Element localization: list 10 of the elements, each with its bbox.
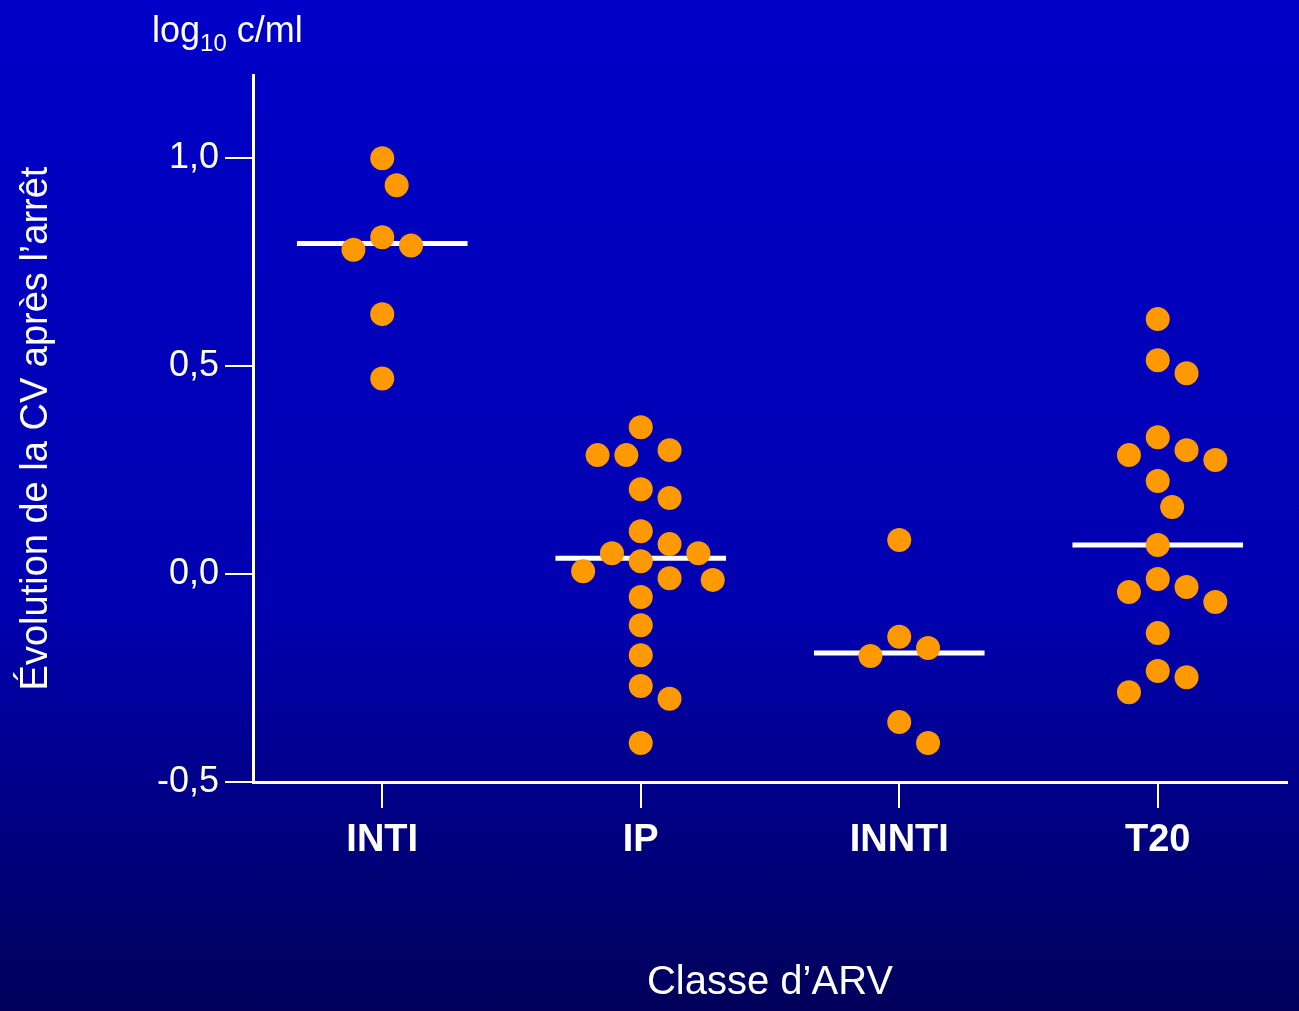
y-tick-label: -0,5 <box>156 758 219 800</box>
y-tick-label: 1,0 <box>168 135 219 177</box>
y-tick-label: 0,5 <box>168 343 219 385</box>
y-axis-title: Évolution de la CV après l’arrêt <box>13 166 56 691</box>
x-tick-label: INTI <box>346 817 419 860</box>
x-axis-title: Classe d’ARV <box>646 958 894 1003</box>
x-tick-label: T20 <box>1125 817 1191 860</box>
x-tick-label: INNTI <box>849 817 949 860</box>
y-tick-label: 0,0 <box>168 550 219 592</box>
x-tick-label: IP <box>622 817 659 860</box>
